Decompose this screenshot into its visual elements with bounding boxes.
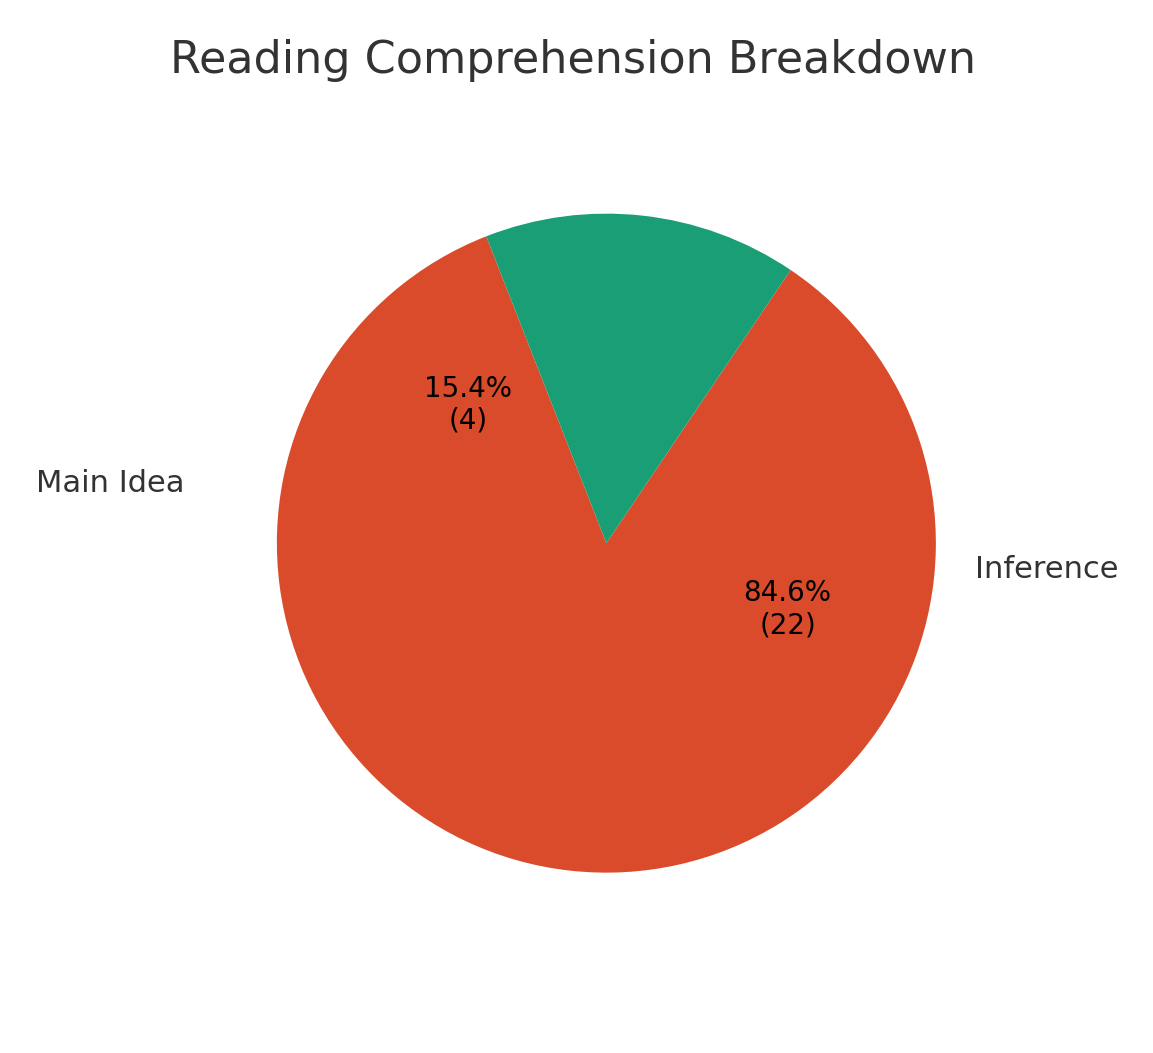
Wedge shape [487, 214, 791, 543]
Wedge shape [277, 236, 936, 873]
Text: 84.6%
(22): 84.6% (22) [744, 579, 831, 639]
Text: Main Idea: Main Idea [36, 470, 184, 498]
Text: Inference: Inference [975, 555, 1118, 584]
Text: 15.4%
(4): 15.4% (4) [424, 375, 512, 435]
Title: Reading Comprehension Breakdown: Reading Comprehension Breakdown [171, 39, 977, 82]
